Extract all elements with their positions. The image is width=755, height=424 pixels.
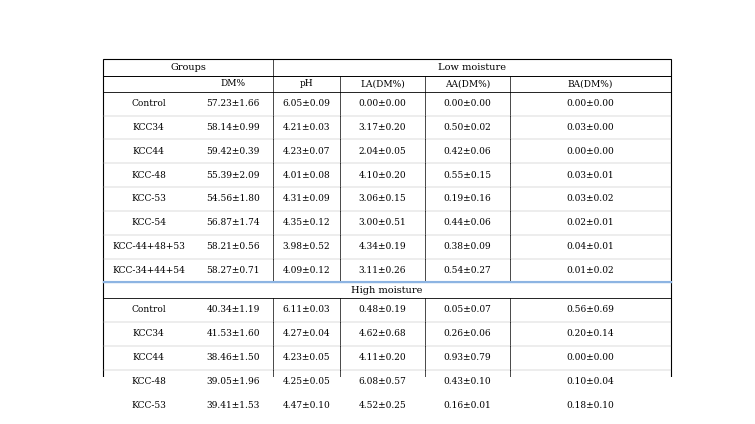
Text: 40.34±1.19: 40.34±1.19 <box>207 305 260 315</box>
Text: LA(DM%): LA(DM%) <box>360 79 405 88</box>
Text: 0.01±0.02: 0.01±0.02 <box>566 266 614 275</box>
Text: 0.18±0.10: 0.18±0.10 <box>566 401 614 410</box>
Text: 4.23±0.05: 4.23±0.05 <box>282 353 330 362</box>
Text: 6.11±0.03: 6.11±0.03 <box>282 305 330 315</box>
Text: 0.93±0.79: 0.93±0.79 <box>444 353 492 362</box>
Text: AA(DM%): AA(DM%) <box>445 79 490 88</box>
Text: 0.56±0.69: 0.56±0.69 <box>566 305 615 315</box>
Text: 0.50±0.02: 0.50±0.02 <box>443 123 492 132</box>
Text: High moisture: High moisture <box>351 286 423 295</box>
Text: 3.06±0.15: 3.06±0.15 <box>359 195 406 204</box>
Text: pH: pH <box>300 79 313 88</box>
Text: 3.98±0.52: 3.98±0.52 <box>282 242 330 251</box>
Text: KCC34: KCC34 <box>133 329 165 338</box>
Text: KCC-48: KCC-48 <box>131 377 166 386</box>
Text: 38.46±1.50: 38.46±1.50 <box>207 353 260 362</box>
Text: 3.00±0.51: 3.00±0.51 <box>359 218 406 227</box>
Text: 0.00±0.00: 0.00±0.00 <box>566 353 614 362</box>
Text: 54.56±1.80: 54.56±1.80 <box>206 195 260 204</box>
Text: KCC-44+48+53: KCC-44+48+53 <box>112 242 185 251</box>
Text: 4.52±0.25: 4.52±0.25 <box>359 401 406 410</box>
Text: 39.41±1.53: 39.41±1.53 <box>207 401 260 410</box>
Text: 6.05±0.09: 6.05±0.09 <box>282 99 331 108</box>
Text: 0.03±0.02: 0.03±0.02 <box>566 195 614 204</box>
Text: 4.09±0.12: 4.09±0.12 <box>282 266 330 275</box>
Text: 58.21±0.56: 58.21±0.56 <box>207 242 260 251</box>
Text: 4.23±0.07: 4.23±0.07 <box>282 147 330 156</box>
Text: 0.00±0.00: 0.00±0.00 <box>443 99 492 108</box>
Text: 0.20±0.14: 0.20±0.14 <box>566 329 614 338</box>
Text: KCC-53: KCC-53 <box>131 195 166 204</box>
Text: 0.00±0.00: 0.00±0.00 <box>566 147 614 156</box>
Text: DM%: DM% <box>220 79 246 88</box>
Text: 4.10±0.20: 4.10±0.20 <box>359 170 406 180</box>
Text: 0.04±0.01: 0.04±0.01 <box>566 242 614 251</box>
Text: 0.48±0.19: 0.48±0.19 <box>359 305 406 315</box>
Text: 0.38±0.09: 0.38±0.09 <box>444 242 492 251</box>
Text: 0.16±0.01: 0.16±0.01 <box>443 401 492 410</box>
Text: 0.19±0.16: 0.19±0.16 <box>443 195 492 204</box>
Text: KCC44: KCC44 <box>133 147 165 156</box>
Text: Control: Control <box>131 305 166 315</box>
Text: 0.44±0.06: 0.44±0.06 <box>443 218 492 227</box>
Text: 4.62±0.68: 4.62±0.68 <box>359 329 406 338</box>
Text: 6.08±0.57: 6.08±0.57 <box>359 377 406 386</box>
Text: 4.25±0.05: 4.25±0.05 <box>282 377 331 386</box>
Text: 0.54±0.27: 0.54±0.27 <box>443 266 492 275</box>
Text: KCC34: KCC34 <box>133 123 165 132</box>
Text: 0.26±0.06: 0.26±0.06 <box>444 329 492 338</box>
Text: 4.27±0.04: 4.27±0.04 <box>282 329 330 338</box>
Text: BA(DM%): BA(DM%) <box>568 79 613 88</box>
Text: 0.03±0.00: 0.03±0.00 <box>566 123 614 132</box>
Text: 56.87±1.74: 56.87±1.74 <box>207 218 260 227</box>
Text: KCC-53: KCC-53 <box>131 401 166 410</box>
Text: 3.11±0.26: 3.11±0.26 <box>359 266 406 275</box>
Text: 57.23±1.66: 57.23±1.66 <box>207 99 260 108</box>
Text: 0.02±0.01: 0.02±0.01 <box>566 218 614 227</box>
Text: 59.42±0.39: 59.42±0.39 <box>207 147 260 156</box>
Text: 0.05±0.07: 0.05±0.07 <box>443 305 492 315</box>
Text: 0.03±0.01: 0.03±0.01 <box>566 170 614 180</box>
Text: 4.47±0.10: 4.47±0.10 <box>282 401 331 410</box>
Text: 0.43±0.10: 0.43±0.10 <box>444 377 492 386</box>
Text: 4.31±0.09: 4.31±0.09 <box>282 195 330 204</box>
Text: 39.05±1.96: 39.05±1.96 <box>207 377 260 386</box>
Text: 0.00±0.00: 0.00±0.00 <box>566 99 614 108</box>
Text: KCC-48: KCC-48 <box>131 170 166 180</box>
Text: KCC-34+44+54: KCC-34+44+54 <box>112 266 185 275</box>
Text: 0.42±0.06: 0.42±0.06 <box>444 147 492 156</box>
Text: 2.04±0.05: 2.04±0.05 <box>359 147 406 156</box>
Text: Low moisture: Low moisture <box>438 63 506 72</box>
Text: 55.39±2.09: 55.39±2.09 <box>207 170 260 180</box>
Text: 0.10±0.04: 0.10±0.04 <box>566 377 614 386</box>
Text: Control: Control <box>131 99 166 108</box>
Text: KCC44: KCC44 <box>133 353 165 362</box>
Text: Groups: Groups <box>170 63 206 72</box>
Text: 4.21±0.03: 4.21±0.03 <box>282 123 330 132</box>
Text: 0.55±0.15: 0.55±0.15 <box>443 170 492 180</box>
Text: 4.34±0.19: 4.34±0.19 <box>359 242 406 251</box>
Text: 3.17±0.20: 3.17±0.20 <box>359 123 406 132</box>
Text: KCC-54: KCC-54 <box>131 218 166 227</box>
Text: 4.01±0.08: 4.01±0.08 <box>282 170 331 180</box>
Text: 41.53±1.60: 41.53±1.60 <box>207 329 260 338</box>
Text: 58.27±0.71: 58.27±0.71 <box>207 266 260 275</box>
Text: 4.35±0.12: 4.35±0.12 <box>282 218 330 227</box>
Text: 4.11±0.20: 4.11±0.20 <box>359 353 406 362</box>
Text: 0.00±0.00: 0.00±0.00 <box>359 99 406 108</box>
Text: 58.14±0.99: 58.14±0.99 <box>207 123 260 132</box>
